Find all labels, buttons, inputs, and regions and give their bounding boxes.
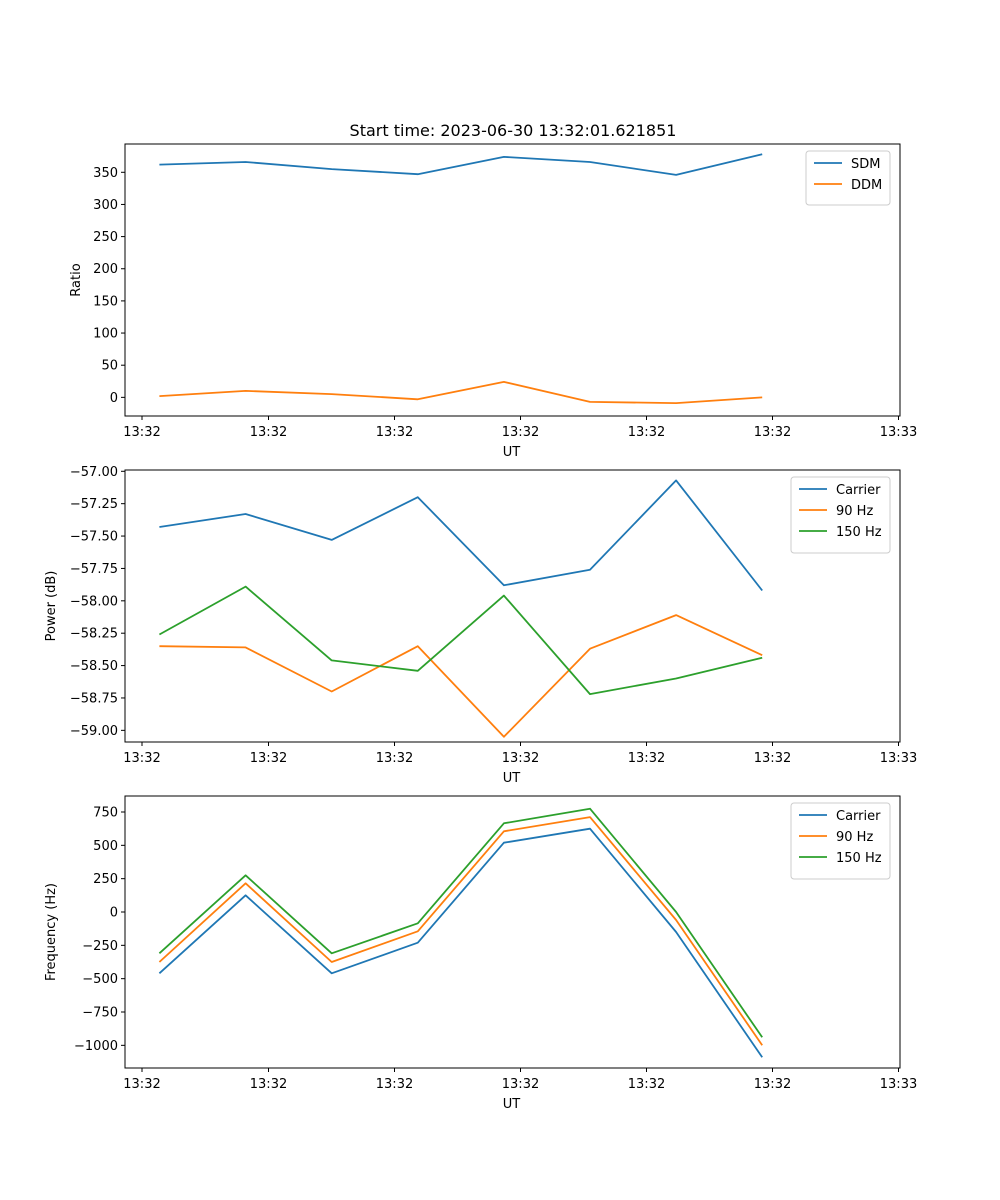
legend-label: 150 Hz (836, 525, 882, 540)
x-tick-label: 13:32 (754, 751, 791, 766)
legend: Carrier 90 Hz 150 Hz (790, 802, 891, 880)
y-tick-label: −57.00 (70, 465, 118, 480)
legend: SDM DDM (805, 150, 891, 206)
x-tick-label: 13:32 (123, 1077, 160, 1092)
series-line-carrier (158, 827, 763, 1058)
figure-title: Start time: 2023-06-30 13:32:01.621851 (350, 121, 677, 140)
series-line-ddm (159, 380, 763, 405)
y-tick-label: −59.00 (70, 724, 118, 739)
panel-3: 13:32 13:32 13:32 13:32 13:32 13:32 13:33 750 50… (44, 795, 917, 1112)
x-tick-label: 13:32 (628, 751, 665, 766)
x-tick-label: 13:32 (250, 425, 287, 440)
y-tick-label: 300 (93, 198, 118, 213)
y-tick-label: 500 (93, 839, 118, 854)
y-tick-label: 200 (93, 262, 118, 277)
x-tick-label: 13:32 (123, 425, 160, 440)
y-tick-label: −58.25 (70, 627, 118, 642)
y-tick-label: 750 (93, 806, 118, 821)
y-axis-label: Power (dB) (44, 571, 59, 642)
legend-label: DDM (851, 178, 882, 193)
legend-label: 150 Hz (836, 851, 882, 866)
y-tick-label: 250 (93, 230, 118, 245)
y-tick-label: −58.00 (70, 594, 118, 609)
panels: 13:32 13:32 13:32 13:32 13:32 13:32 13:33 0 50 10… (44, 143, 917, 1112)
x-tick-label: 13:32 (502, 751, 539, 766)
y-tick-label: −57.50 (70, 530, 118, 545)
x-tick-label: 13:33 (880, 1077, 917, 1092)
plot-frame (124, 469, 901, 743)
y-tick-label: −750 (82, 1006, 118, 1021)
x-axis-label: UT (503, 1097, 521, 1112)
series-line-90-hz (159, 614, 763, 738)
y-tick-label: −57.25 (70, 497, 118, 512)
series-line-150-hz (158, 807, 763, 1038)
y-tick-label: 0 (110, 391, 118, 406)
y-tick-label: 350 (93, 166, 118, 181)
y-axis-label: Ratio (69, 263, 84, 296)
y-tick-label: −58.75 (70, 691, 118, 706)
legend-label: 90 Hz (836, 504, 873, 519)
x-tick-label: 13:33 (880, 751, 917, 766)
y-tick-label: 50 (101, 359, 118, 374)
panel-2: 13:32 13:32 13:32 13:32 13:32 13:32 13:33 −57.0… (44, 465, 917, 786)
x-tick-label: 13:32 (123, 751, 160, 766)
x-tick-label: 13:32 (628, 1077, 665, 1092)
x-axis-label: UT (503, 445, 521, 460)
plot-frame (124, 795, 901, 1069)
legend-box (790, 476, 891, 554)
series-line-carrier (159, 479, 763, 592)
y-tick-label: −500 (82, 972, 118, 987)
x-tick-label: 13:32 (502, 425, 539, 440)
x-tick-label: 13:32 (502, 1077, 539, 1092)
x-tick-label: 13:32 (628, 425, 665, 440)
legend: Carrier 90 Hz 150 Hz (790, 476, 891, 554)
legend-label: SDM (851, 157, 880, 172)
panel-1: 13:32 13:32 13:32 13:32 13:32 13:32 13:33 0 50 10… (69, 143, 917, 460)
y-tick-label: 250 (93, 872, 118, 887)
y-tick-label: −58.50 (70, 659, 118, 674)
x-tick-label: 13:32 (376, 751, 413, 766)
y-tick-label: 150 (93, 294, 118, 309)
plot-frame (124, 143, 901, 417)
x-tick-label: 13:32 (754, 1077, 791, 1092)
y-tick-label: 100 (93, 327, 118, 342)
x-tick-label: 13:32 (376, 1077, 413, 1092)
legend-box (790, 802, 891, 880)
y-tick-label: −1000 (74, 1039, 118, 1054)
y-tick-label: −57.75 (70, 562, 118, 577)
x-tick-label: 13:32 (754, 425, 791, 440)
legend-box (805, 150, 891, 206)
x-tick-label: 13:33 (880, 425, 917, 440)
y-tick-label: 0 (110, 906, 118, 921)
series-line-sdm (159, 153, 763, 176)
x-tick-label: 13:32 (250, 1077, 287, 1092)
legend-label: Carrier (836, 809, 881, 824)
legend-label: Carrier (836, 483, 881, 498)
series-line-150-hz (158, 585, 763, 695)
series-line-90-hz (158, 816, 763, 1046)
x-axis-label: UT (503, 771, 521, 786)
x-tick-label: 13:32 (250, 751, 287, 766)
y-axis-label: Frequency (Hz) (44, 883, 59, 981)
y-tick-label: −250 (82, 939, 118, 954)
x-tick-label: 13:32 (376, 425, 413, 440)
legend-label: 90 Hz (836, 830, 873, 845)
